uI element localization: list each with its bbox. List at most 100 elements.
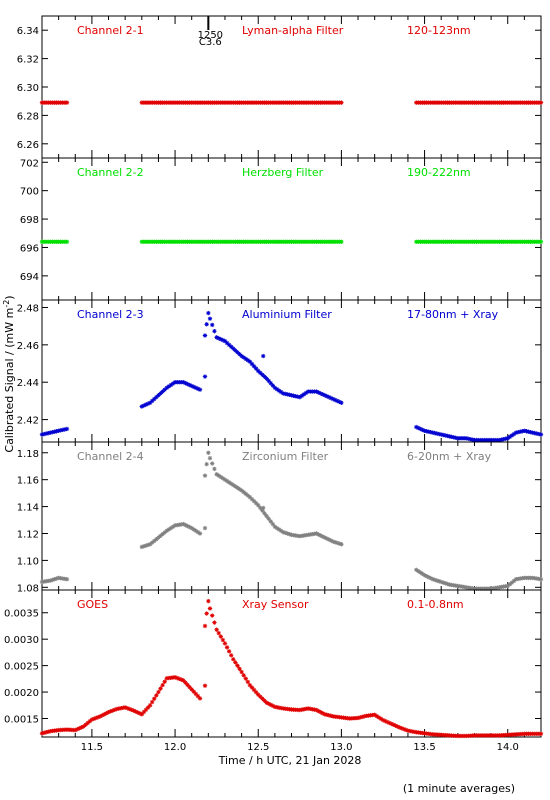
- data-point: [60, 427, 65, 433]
- data-point: [538, 239, 544, 244]
- data-point: [258, 370, 263, 376]
- filter-label: Herzberg Filter: [242, 166, 324, 179]
- data-point: [156, 535, 161, 540]
- data-point: [207, 606, 213, 611]
- data-point: [441, 432, 446, 438]
- channel-label: Channel 2-1: [77, 24, 144, 37]
- data-point: [314, 389, 319, 394]
- data-point: [226, 342, 232, 348]
- data-segment: [202, 310, 344, 405]
- data-point: [235, 350, 240, 355]
- data-point: [64, 100, 70, 105]
- data-point: [251, 364, 257, 369]
- data-point: [149, 540, 155, 545]
- data-point: [335, 540, 340, 546]
- data-point: [322, 712, 327, 717]
- data-point: [251, 687, 257, 693]
- data-point: [233, 484, 238, 489]
- panel-frame: [41, 157, 542, 301]
- data-point: [237, 351, 242, 357]
- data-point: [164, 385, 169, 391]
- data-point: [260, 508, 265, 513]
- data-point: [420, 427, 425, 433]
- data-point: [280, 391, 286, 396]
- y-axis-label: Calibrated Signal / (mW m-2): [2, 295, 17, 452]
- data-segment: [414, 239, 544, 244]
- data-point: [216, 630, 221, 636]
- data-point: [449, 434, 454, 440]
- data-point: [193, 385, 199, 391]
- data-point: [445, 581, 450, 587]
- x-axis-label: Time / h UTC, 21 Jan 2028: [218, 754, 362, 767]
- data-point: [274, 525, 280, 531]
- data-point: [206, 310, 211, 316]
- data-point: [247, 682, 253, 688]
- data-point: [207, 316, 213, 321]
- data-point: [443, 433, 448, 438]
- data-point: [216, 473, 221, 478]
- data-segment: [39, 675, 203, 736]
- data-point: [85, 720, 90, 726]
- data-point: [162, 530, 167, 535]
- data-point: [536, 431, 542, 437]
- data-point: [235, 663, 240, 668]
- data-point: [210, 461, 215, 466]
- channel-label: Channel 2-2: [77, 166, 144, 179]
- data-point: [420, 571, 425, 577]
- data-point: [141, 403, 147, 408]
- data-point: [156, 689, 161, 695]
- data-point: [272, 524, 278, 529]
- data-point: [322, 535, 327, 540]
- data-point: [324, 394, 330, 399]
- data-point: [285, 392, 290, 397]
- band-label: 190-222nm: [407, 166, 471, 179]
- data-point: [75, 727, 80, 732]
- data-point: [320, 711, 325, 716]
- data-point: [439, 579, 444, 585]
- band-label: 6-20nm + Xray: [407, 450, 492, 463]
- event-marker-time: 1250: [198, 30, 223, 41]
- data-point: [206, 598, 211, 604]
- data-point: [202, 623, 208, 629]
- data-point: [430, 577, 436, 582]
- data-point: [206, 450, 211, 455]
- data-point: [39, 432, 45, 437]
- data-point: [168, 382, 174, 388]
- data-segment: [39, 575, 70, 585]
- data-point: [339, 400, 344, 405]
- data-point: [202, 473, 208, 478]
- data-point: [320, 534, 325, 539]
- data-point: [538, 100, 544, 105]
- data-point: [280, 529, 286, 535]
- data-point: [220, 476, 226, 481]
- data-point: [133, 709, 138, 714]
- data-point: [262, 698, 267, 703]
- data-point: [207, 455, 213, 461]
- data-point: [235, 485, 240, 490]
- data-segment: [139, 380, 203, 409]
- data-point: [268, 702, 273, 707]
- data-point: [497, 437, 502, 443]
- data-point: [54, 576, 59, 581]
- data-point: [418, 426, 423, 432]
- data-point: [46, 729, 51, 734]
- data-point: [426, 575, 431, 580]
- data-point: [185, 381, 190, 387]
- data-point: [93, 715, 99, 721]
- data-point: [399, 726, 404, 731]
- filter-label: Xray Sensor: [242, 598, 309, 611]
- y-tick-label: 6.28: [17, 111, 39, 122]
- data-point: [122, 705, 128, 710]
- data-point: [316, 532, 321, 537]
- data-point: [322, 393, 327, 398]
- data-point: [139, 712, 144, 717]
- data-point: [503, 436, 508, 441]
- data-point: [507, 582, 513, 587]
- data-point: [287, 531, 292, 537]
- data-point: [332, 397, 338, 403]
- data-point: [513, 430, 519, 435]
- data-point: [218, 634, 224, 639]
- data-point: [168, 525, 174, 531]
- footnote: (1 minute averages): [403, 782, 515, 795]
- data-point: [285, 531, 290, 536]
